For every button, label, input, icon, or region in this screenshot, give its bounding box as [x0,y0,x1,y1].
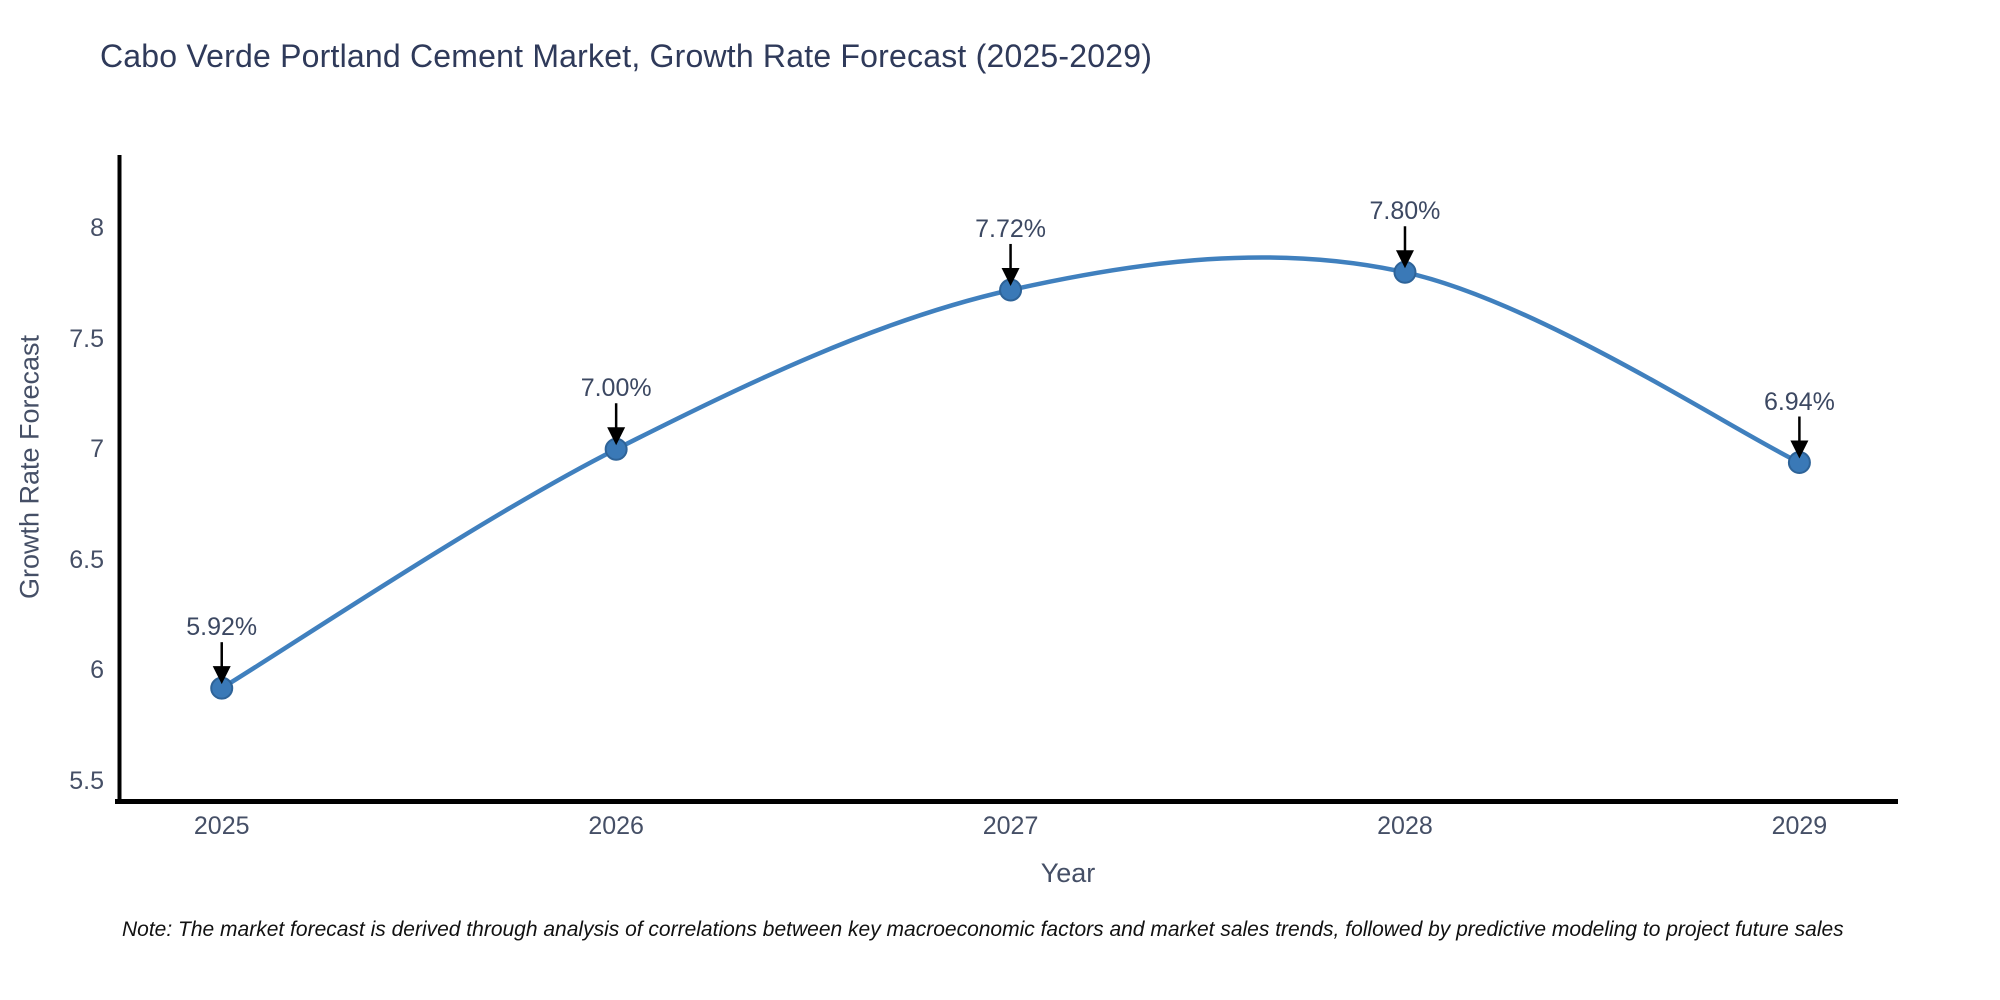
annotation-arrow-head [1395,250,1414,269]
data-point-value-label: 5.92% [186,613,258,642]
data-point-value-label: 7.80% [1369,197,1441,226]
annotation-arrow-head [607,427,626,446]
forecast-line [219,255,1802,691]
data-point-value-label: 6.94% [1763,387,1835,416]
annotation-arrow-head [1790,440,1809,459]
y-tick-label: 8 [90,214,104,242]
y-tick-label: 6.5 [69,545,104,574]
data-point-value-label: 7.72% [975,214,1047,243]
chart-title: Cabo Verde Portland Cement Market, Growt… [100,38,1153,74]
x-tick-label: 2027 [982,812,1039,840]
x-axis-title: Year [1040,858,1096,888]
x-tick-label: 2029 [1771,812,1828,840]
y-tick-label: 7 [90,435,104,464]
annotation-arrow-head [1001,267,1020,286]
y-tick-label: 6 [90,656,104,685]
y-axis-title: Growth Rate Forecast [14,334,45,600]
data-point-value-label: 7.00% [580,374,652,403]
x-tick-label: 2028 [1377,812,1433,840]
y-tick-label: 7.5 [69,324,104,353]
annotation-arrow-head [212,666,231,685]
footnote: Note: The market forecast is derived thr… [122,918,1844,941]
y-tick-label: 5.5 [69,767,104,796]
x-tick-label: 2025 [193,812,250,840]
x-tick-label: 2026 [588,812,644,840]
